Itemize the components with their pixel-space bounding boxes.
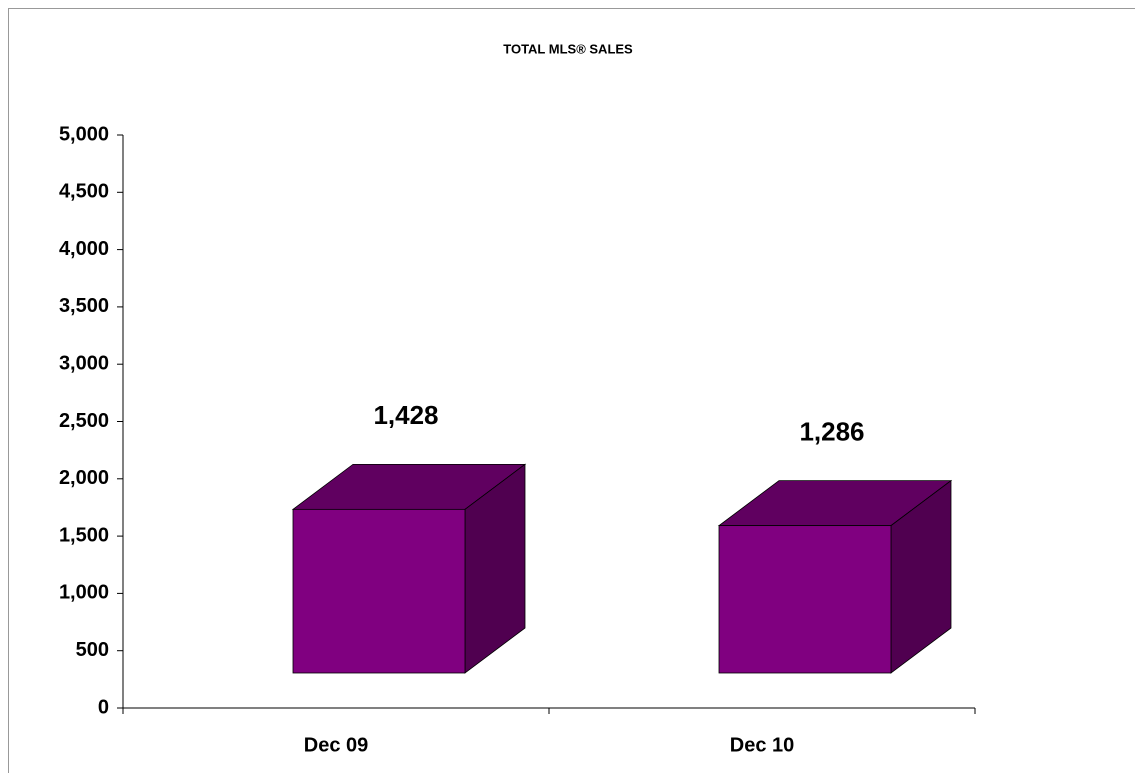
chart-title: TOTAL MLS® SALES xyxy=(503,41,633,56)
y-tick-label: 4,500 xyxy=(59,181,109,203)
y-tick-label: 3,500 xyxy=(59,295,109,317)
y-tick-label: 0 xyxy=(98,696,109,718)
data-label: 1,428 xyxy=(373,400,438,430)
y-tick-label: 3,000 xyxy=(59,352,109,374)
y-tick-label: 4,000 xyxy=(59,238,109,260)
y-tick-label: 2,000 xyxy=(59,467,109,489)
y-tick-label: 500 xyxy=(76,639,109,661)
bar xyxy=(292,508,466,674)
bar xyxy=(718,525,892,674)
chart-frame xyxy=(8,8,1135,773)
x-tick-label: Dec 09 xyxy=(304,734,369,756)
y-tick-label: 1,000 xyxy=(59,582,109,604)
data-label: 1,286 xyxy=(799,416,864,446)
x-tick-label: Dec 10 xyxy=(730,734,795,756)
y-tick-label: 5,000 xyxy=(59,123,109,145)
y-tick-label: 1,500 xyxy=(59,524,109,546)
y-tick-label: 2,500 xyxy=(59,410,109,432)
